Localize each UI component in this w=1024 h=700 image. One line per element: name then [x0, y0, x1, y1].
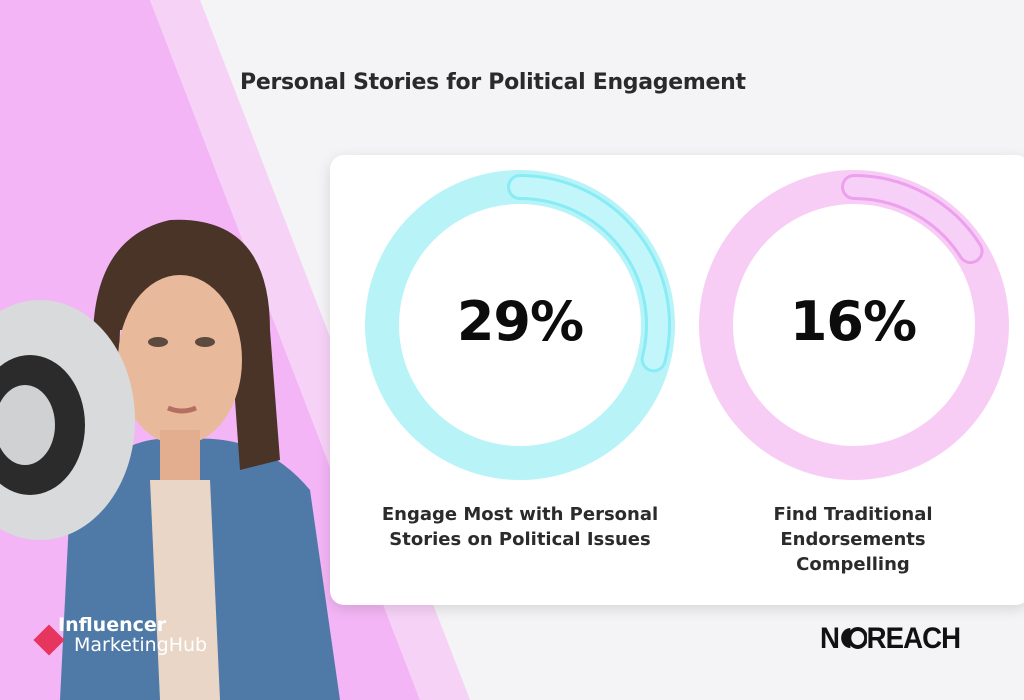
logo-line-1: Influencer	[58, 614, 167, 636]
percent-label-endorsements: 16%	[789, 290, 917, 353]
percent-label-personal-stories: 29%	[456, 290, 584, 353]
caption-personal-stories: Engage Most with Personal Stories on Pol…	[381, 504, 659, 550]
caption-endorsements: Find Traditional Endorsements Compelling	[773, 504, 933, 575]
donut-value-arc-highlight	[510, 177, 668, 370]
neoreach-n: N	[820, 622, 840, 655]
neoreach-rest: REACH	[866, 622, 961, 655]
donut-chart-personal-stories	[365, 170, 675, 480]
stats-card	[330, 155, 1024, 605]
neoreach-logo: N REACH	[820, 622, 961, 656]
logo-line-2: MarketingHub	[74, 634, 208, 656]
donut-chart-endorsements	[699, 170, 1009, 480]
donut-value-arc-highlight	[844, 177, 981, 262]
page-title: Personal Stories for Political Engagemen…	[240, 70, 746, 95]
woman-with-megaphone-photo	[0, 219, 340, 700]
influencer-marketing-hub-logo: Influencer MarketingHub	[33, 614, 208, 656]
neoreach-o-icon	[840, 627, 868, 649]
